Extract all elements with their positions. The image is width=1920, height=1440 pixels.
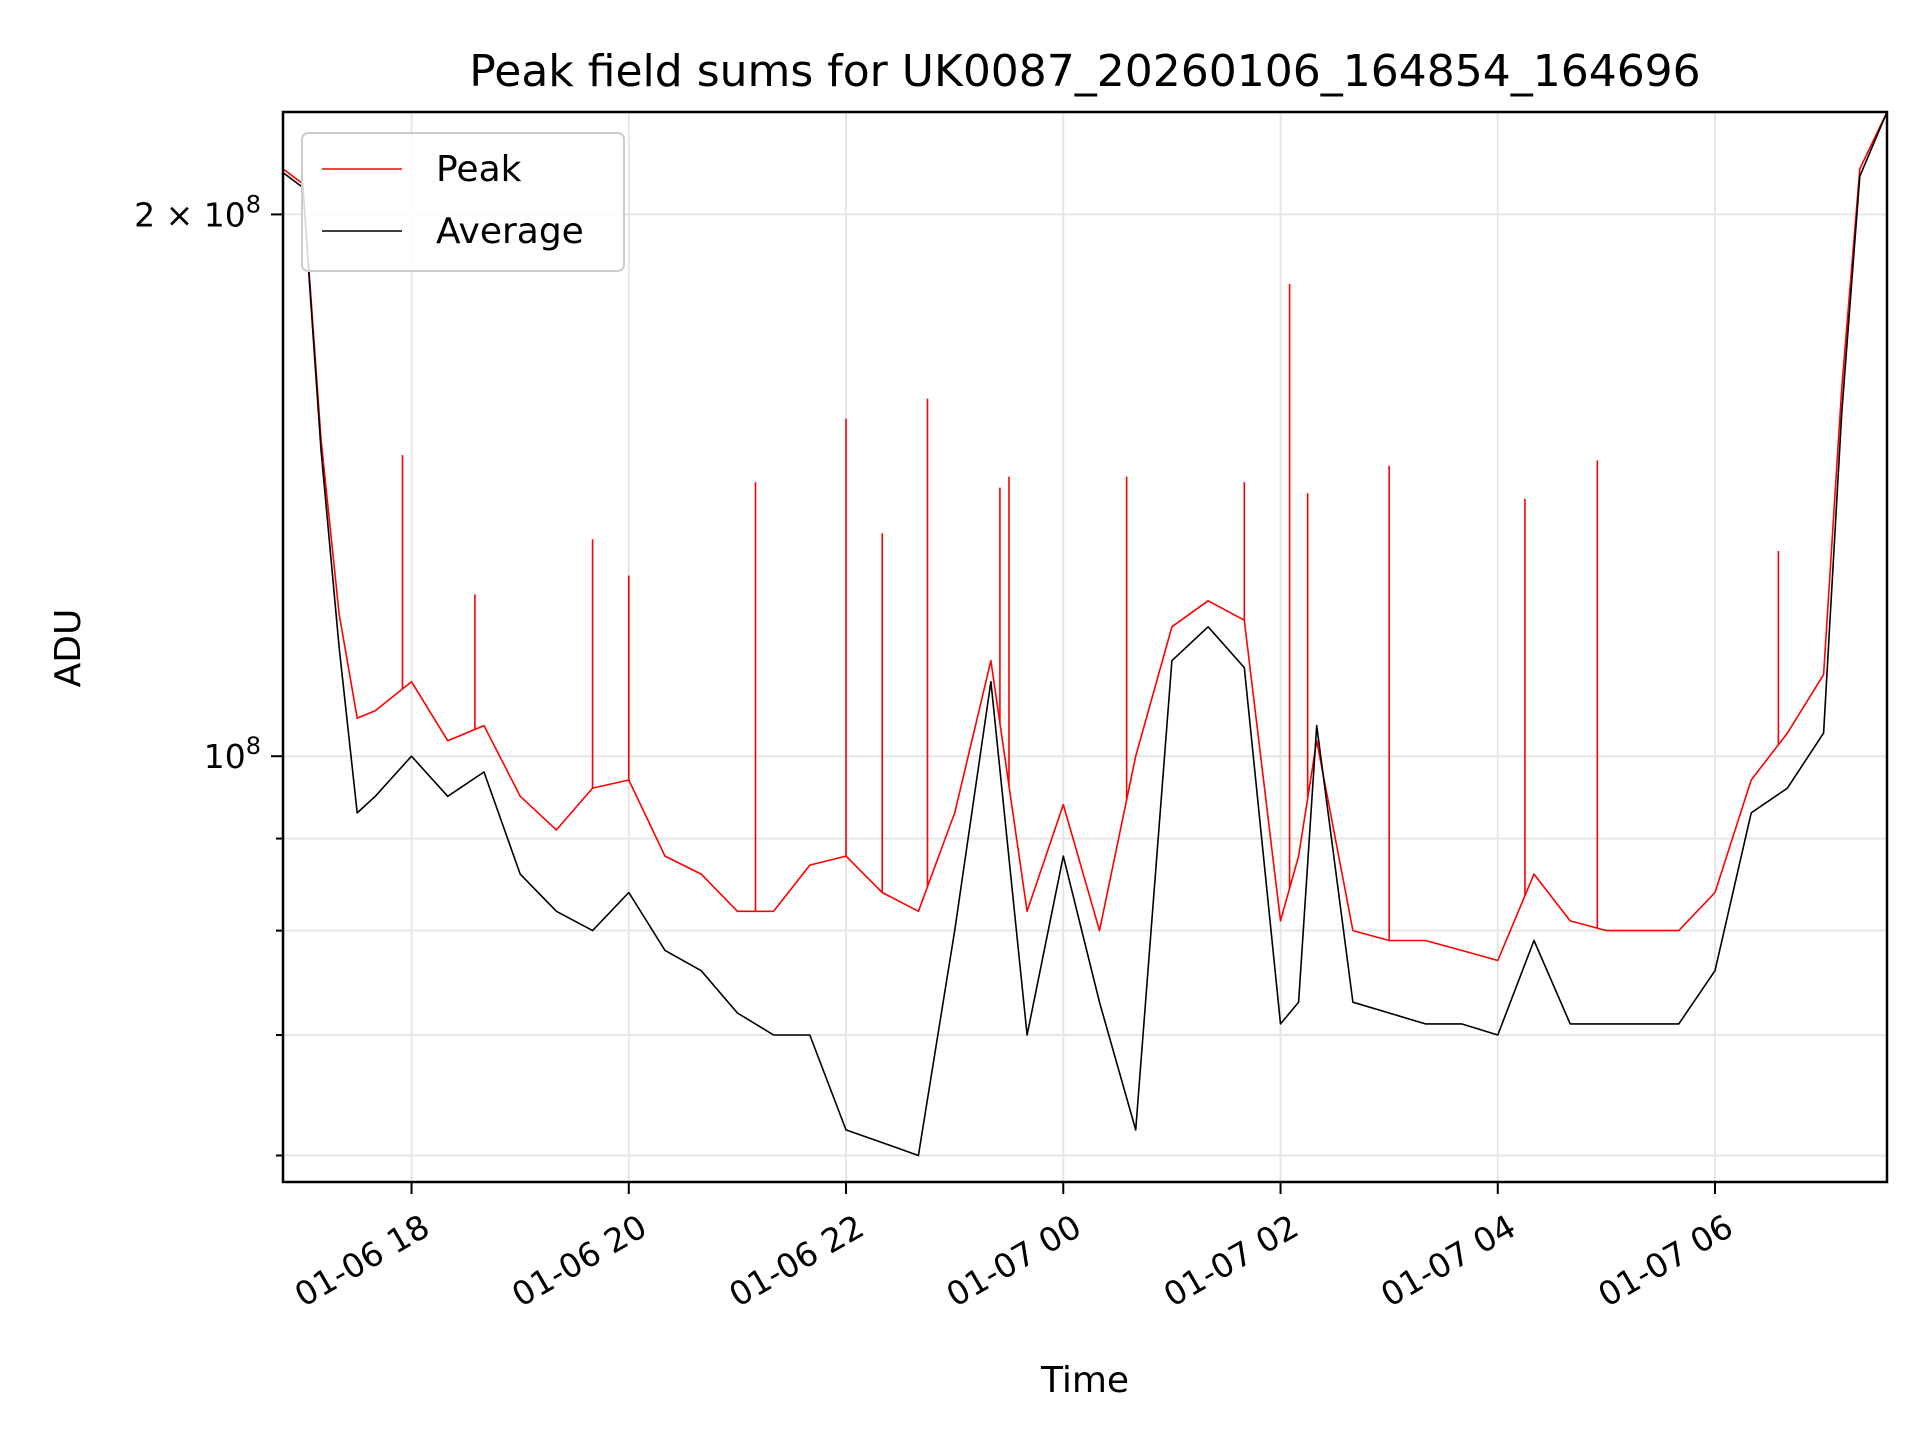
plot-frame (281, 110, 1889, 1184)
y-tick-base: 10 (204, 737, 246, 776)
series-line-peak (283, 112, 1887, 962)
legend-label-peak: Peak (436, 149, 522, 190)
legend-label-average: Average (436, 211, 584, 252)
x-axis-label: Time (1040, 1360, 1129, 1401)
y-tick-exponent: 8 (246, 190, 261, 218)
y-tick-base: 10 (204, 195, 246, 234)
grid-lines (283, 112, 1887, 1182)
series-line-average (283, 112, 1887, 1157)
y-axis-label: ADU (48, 609, 89, 688)
legend: Peak Average (301, 132, 625, 272)
y-tick-label: 2 × 108 (134, 190, 261, 234)
series-layer (283, 112, 1887, 1157)
y-tick-label: 108 (204, 732, 261, 776)
chart-title: Peak field sums for UK0087_20260106_1648… (469, 46, 1700, 97)
y-tick-mantissa: 2 × (134, 195, 204, 234)
y-tick-exponent: 8 (246, 732, 261, 760)
legend-box (301, 132, 625, 272)
